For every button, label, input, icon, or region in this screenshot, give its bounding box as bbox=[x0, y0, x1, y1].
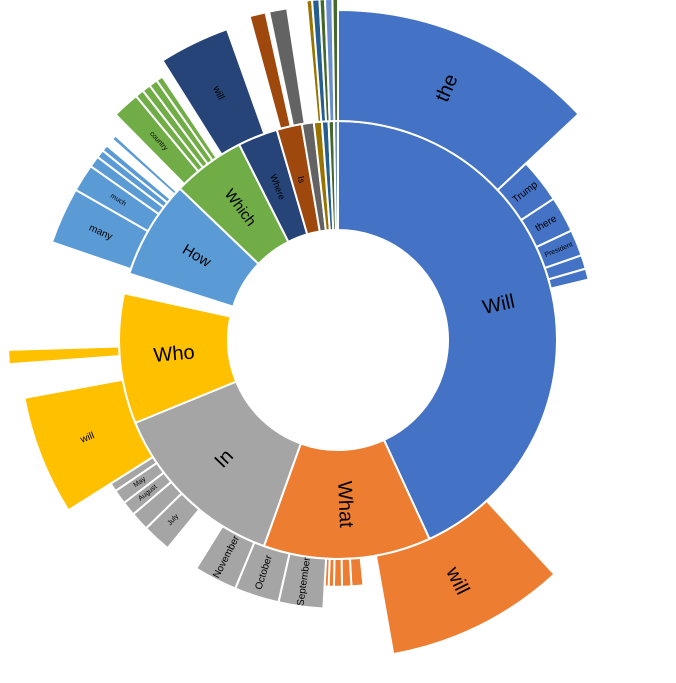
outer-will-41 bbox=[161, 27, 266, 156]
outer-november-16 bbox=[194, 524, 256, 590]
outer-segment-39 bbox=[155, 75, 218, 162]
outer-segment-45 bbox=[267, 7, 306, 127]
outer-segment-5 bbox=[547, 267, 590, 290]
outer-segment-25 bbox=[7, 345, 121, 366]
inner-is-8-label: Is bbox=[296, 175, 307, 185]
outer-will-23 bbox=[23, 378, 155, 512]
outer-will-23-label: will bbox=[78, 430, 96, 446]
inner-who-3-label: Who bbox=[153, 341, 196, 366]
outer-will-7 bbox=[374, 499, 556, 656]
inner-what-1-label: What bbox=[333, 481, 357, 529]
outer-the-0 bbox=[337, 8, 580, 192]
outer-segment-33 bbox=[110, 134, 179, 196]
outer-segment-43 bbox=[248, 11, 292, 130]
outer-segment-51 bbox=[331, 0, 339, 123]
outer-segment-10 bbox=[340, 557, 353, 588]
outer-segment-31 bbox=[101, 143, 172, 205]
